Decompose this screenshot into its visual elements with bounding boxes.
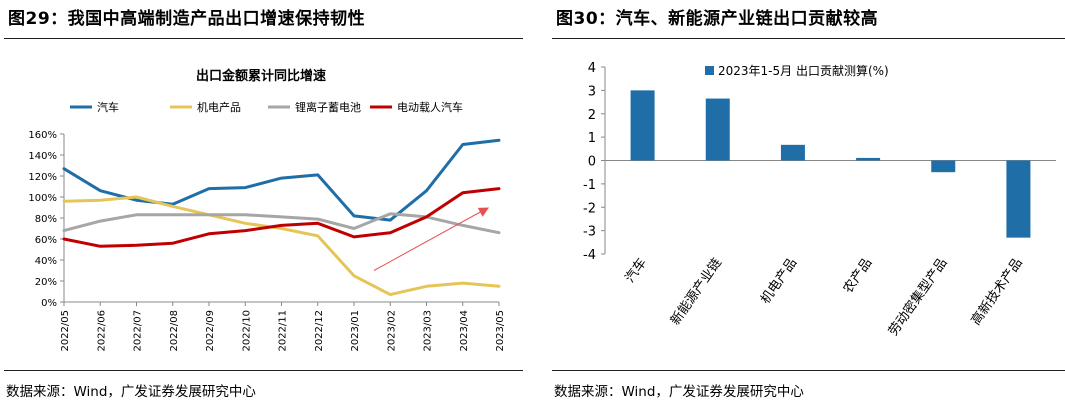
legend-label: 锂离子蓄电池 <box>295 100 361 114</box>
y-tick-label: 60% <box>35 235 57 246</box>
x-tick-label: 汽车 <box>622 255 650 285</box>
bar <box>856 157 881 161</box>
y-tick-label: 0 <box>588 155 596 170</box>
x-tick-label: 新能源产业链 <box>667 255 725 328</box>
x-tick-label: 2022/07 <box>133 310 144 352</box>
y-tick-label: 3 <box>588 84 596 99</box>
x-tick-label: 2022/06 <box>96 310 107 352</box>
bar <box>780 144 805 161</box>
legend-label: 2023年1-5月 出口贡献测算(%) <box>718 63 889 78</box>
bar <box>630 90 655 161</box>
y-tick-label: -4 <box>583 248 596 263</box>
y-tick-label: -1 <box>583 178 596 193</box>
x-tick-label: 劳动密集型产品 <box>885 255 950 339</box>
legend-label: 电动载人汽车 <box>397 100 463 114</box>
x-tick-label: 2023/01 <box>350 310 361 352</box>
right-title-rule <box>552 38 1065 39</box>
bar <box>1006 160 1031 238</box>
right-figure-title: 图30：汽车、新能源产业链出口贡献较高 <box>556 9 879 29</box>
x-tick-label: 2023/05 <box>495 310 506 352</box>
trend-arrow-line <box>373 210 484 271</box>
y-tick-label: 1 <box>588 131 596 146</box>
x-tick-label: 2022/09 <box>205 310 216 352</box>
right-bar-chart: 2023年1-5月 出口贡献测算(%) -4 -3 -2 -1 0 1 2 3 4 汽车 新能源产业链… <box>583 61 1056 339</box>
y-tick-label: 4 <box>588 61 596 76</box>
right-source-note: 数据来源：Wind，广发证券发展研究中心 <box>554 384 804 400</box>
x-tick-label: 2022/08 <box>169 310 180 352</box>
bar <box>705 98 730 161</box>
y-tick-label: 80% <box>35 214 57 225</box>
series-line <box>62 138 501 222</box>
left-source-note: 数据来源：Wind，广发证券发展研究中心 <box>6 384 256 400</box>
y-tick-label: 160% <box>28 130 57 141</box>
series-line <box>62 187 501 248</box>
x-tick-label: 2023/04 <box>459 310 470 352</box>
x-tick-label: 机电产品 <box>758 256 800 307</box>
trend-arrow-head <box>477 207 489 217</box>
x-tick-label: 2022/10 <box>241 310 252 352</box>
right-figure-panel: 图30：汽车、新能源产业链出口贡献较高 2023年1-5月 出口贡献测算(%) -… <box>548 0 1065 410</box>
legend-label: 机电产品 <box>197 100 241 114</box>
left-title-rule <box>4 38 523 39</box>
left-figure-panel: 图29：我国中高端制造产品出口增速保持韧性 出口金额累计同比增速汽车 机电产品 锂离… <box>0 0 523 410</box>
x-tick-label: 2022/11 <box>278 310 289 352</box>
y-tick-label: 20% <box>35 277 57 288</box>
x-tick-label: 2022/05 <box>60 310 71 352</box>
legend-label: 汽车 <box>97 100 119 114</box>
y-tick-label: -2 <box>583 201 596 216</box>
x-tick-label: 高新技术产品 <box>968 255 1026 328</box>
series-line <box>62 195 501 297</box>
y-tick-label: 140% <box>28 151 57 162</box>
right-source-rule <box>552 370 1065 371</box>
x-tick-label: 2023/03 <box>423 310 434 352</box>
y-tick-label: 2 <box>588 108 596 123</box>
left-source-rule <box>4 370 523 371</box>
left-figure-title: 图29：我国中高端制造产品出口增速保持韧性 <box>8 9 366 29</box>
y-tick-label: 120% <box>28 172 57 183</box>
y-tick-label: 0% <box>41 298 57 309</box>
x-tick-label: 2023/02 <box>386 310 397 352</box>
chart-title: 出口金额累计同比增速 <box>196 68 326 84</box>
y-tick-label: 40% <box>35 256 57 267</box>
y-tick-label: -3 <box>583 225 596 240</box>
bar <box>931 160 956 173</box>
legend-swatch <box>705 66 714 75</box>
x-tick-label: 2022/12 <box>314 310 325 352</box>
y-tick-label: 100% <box>28 193 57 204</box>
x-tick-label: 农产品 <box>841 256 876 297</box>
